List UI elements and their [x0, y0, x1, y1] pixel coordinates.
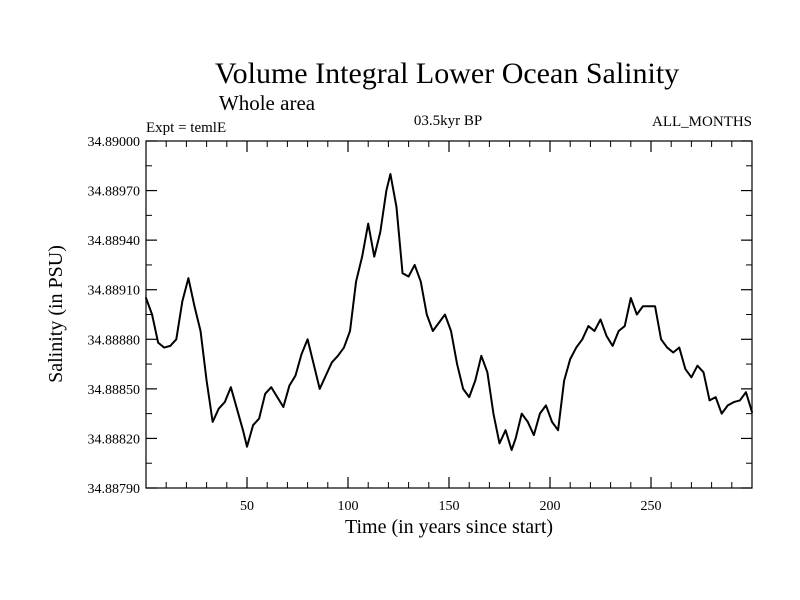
y-axis-label: Salinity (in PSU) [45, 245, 67, 383]
x-tick-label: 100 [338, 499, 359, 514]
y-tick-label: 34.88820 [88, 432, 141, 447]
y-axis: 34.88790 34.88820 34.88850 34.88880 34.88910… [88, 135, 752, 497]
salinity-series-line [145, 173, 753, 451]
y-tick-label: 34.89000 [88, 135, 141, 150]
x-tick-label: 50 [240, 499, 254, 514]
y-tick-label: 34.88850 [88, 383, 141, 398]
experiment-label: Expt = temlE [146, 120, 226, 136]
period-label: 03.5kyr BP [414, 113, 482, 129]
y-tick-label: 34.88910 [88, 284, 141, 299]
plot-frame [145, 140, 753, 489]
plot-area: 50 100 150 200 250 34.8879034.8882034.888503… [88, 135, 753, 514]
x-axis-label: Time (in years since start) [345, 516, 553, 538]
x-axis: 50 100 150 200 250 [165, 141, 733, 514]
y-tick-label: 34.88970 [88, 185, 141, 200]
y-tick-label: 34.88940 [88, 234, 141, 249]
y-tick-label: 34.88880 [88, 333, 141, 348]
chart-title: Volume Integral Lower Ocean Salinity [215, 57, 679, 90]
chart-subtitle: Whole area [219, 91, 316, 115]
x-tick-label: 150 [439, 499, 460, 514]
x-tick-label: 250 [641, 499, 662, 514]
months-label: ALL_MONTHS [652, 114, 752, 130]
x-tick-label: 200 [540, 499, 561, 514]
y-tick-label: 34.88790 [88, 482, 141, 497]
